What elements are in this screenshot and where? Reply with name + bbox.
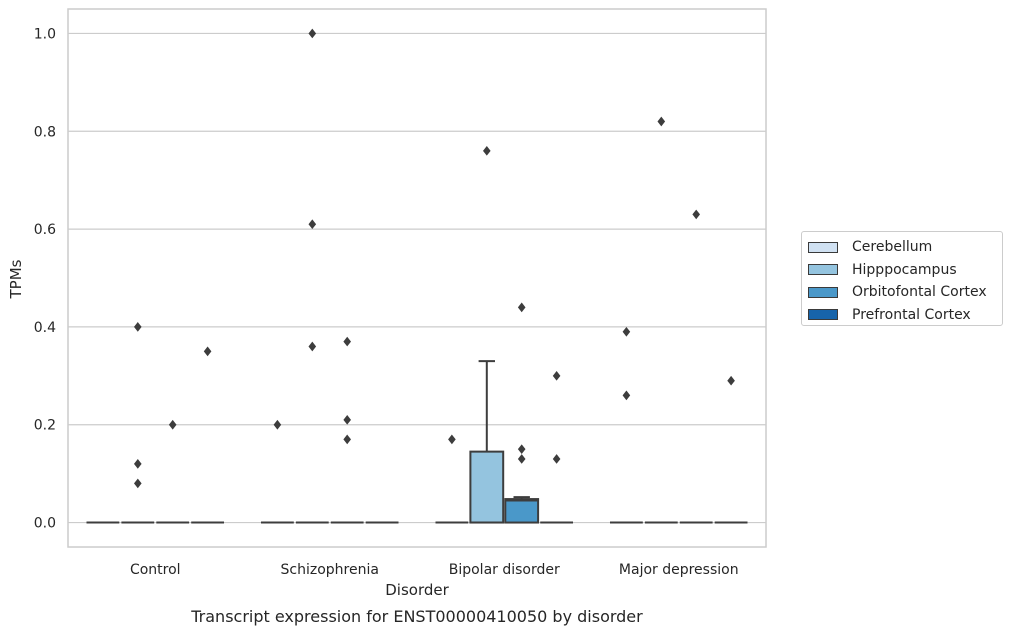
outlier-point <box>203 346 212 357</box>
y-tick-label: 1.0 <box>34 26 56 42</box>
outlier-point <box>133 478 142 489</box>
outlier-point <box>168 419 177 430</box>
outlier-point <box>517 302 526 313</box>
outlier-point <box>308 28 317 39</box>
x-tick-label: Control <box>130 562 181 578</box>
legend-item-prefrontal-cortex: Prefrontal Cortex <box>808 304 1002 327</box>
x-tick-labels: Control Schizophrenia Bipolar disorder Majo… <box>130 562 739 578</box>
y-tick-labels: 0.0 0.2 0.4 0.6 0.8 1.0 <box>34 26 56 531</box>
outlier-point <box>273 419 282 430</box>
gridlines <box>68 32 766 524</box>
outlier-point <box>727 375 735 386</box>
outlier-point <box>133 459 142 469</box>
legend-swatch <box>808 264 838 276</box>
x-tick-label: Bipolar disorder <box>449 562 560 578</box>
outlier-point <box>308 341 317 352</box>
outlier-point <box>552 454 561 464</box>
legend-label: Cerebellum <box>852 239 933 256</box>
outlier-point <box>343 414 352 425</box>
legend-item-cerebellum: Cerebellum <box>808 236 1002 259</box>
outlier-point <box>517 454 526 464</box>
boxes <box>86 360 748 524</box>
outlier-point <box>622 390 631 401</box>
legend-item-hippocampus: Hipppocampus <box>808 259 1002 282</box>
outlier-point <box>517 444 526 455</box>
box-body <box>469 450 505 524</box>
outlier-point <box>692 209 701 220</box>
box-hipppocampus <box>469 360 505 524</box>
outlier-point <box>343 336 352 347</box>
x-axis-label: Disorder <box>385 581 449 599</box>
legend-label: Hipppocampus <box>852 261 957 278</box>
legend-swatch <box>808 241 838 253</box>
y-tick-label: 0.4 <box>34 320 56 336</box>
y-tick-label: 0.8 <box>34 124 56 140</box>
outlier-point <box>308 219 317 230</box>
x-tick-label: Major depression <box>619 562 739 578</box>
y-tick-label: 0.0 <box>34 516 56 532</box>
legend-label: Orbitofontal Cortex <box>852 284 987 301</box>
outlier-point <box>343 434 352 445</box>
outliers <box>133 28 735 489</box>
legend-swatch <box>808 286 838 298</box>
outlier-point <box>657 116 666 127</box>
box-orbitofontal-cortex <box>504 496 540 524</box>
y-axis-label: TPMs <box>7 259 25 299</box>
outlier-point <box>482 145 491 156</box>
box-body <box>504 498 540 524</box>
y-tick-label: 0.2 <box>34 418 56 434</box>
outlier-point <box>552 370 561 381</box>
legend-swatch <box>808 309 838 321</box>
legend-label: Prefrontal Cortex <box>852 306 971 323</box>
y-tick-label: 0.6 <box>34 222 56 238</box>
outlier-point <box>133 322 142 332</box>
legend: Cerebellum Hipppocampus Orbitofontal Cor… <box>801 231 1003 326</box>
plot-area <box>67 8 767 548</box>
outlier-point <box>622 326 631 337</box>
outlier-point <box>448 434 456 445</box>
chart-title: Transcript expression for ENST0000041005… <box>190 607 643 626</box>
legend-item-orbitofrontal-cortex: Orbitofontal Cortex <box>808 281 1002 304</box>
x-tick-label: Schizophrenia <box>281 562 379 578</box>
